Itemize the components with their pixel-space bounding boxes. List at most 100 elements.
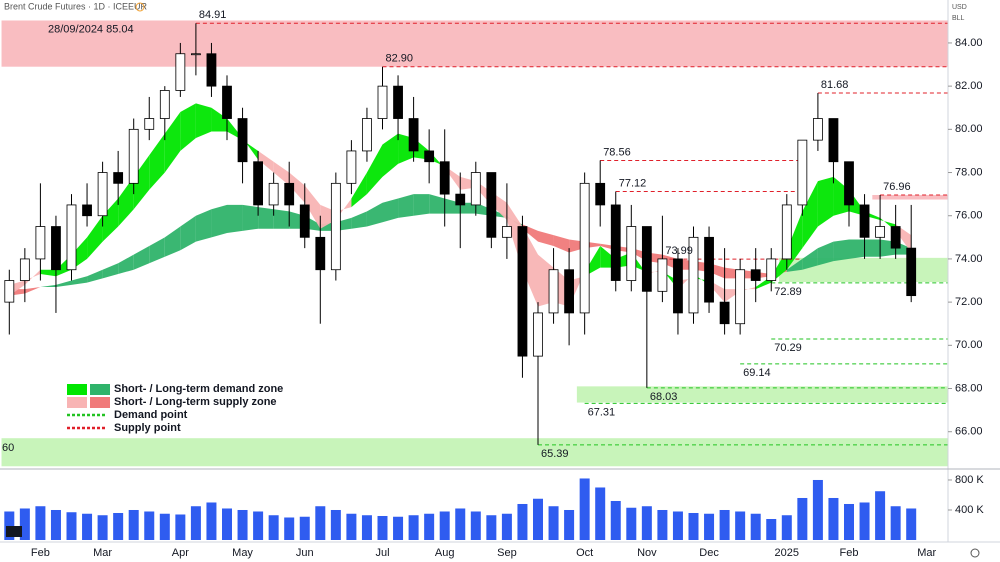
volume-bar: [439, 511, 450, 540]
legend-label: Supply point: [114, 422, 181, 434]
y-tick-label: 66.00: [955, 426, 983, 438]
y-tick-label: 70.00: [955, 339, 983, 351]
volume-bar: [735, 511, 746, 540]
y-tick-label: 72.00: [955, 296, 983, 308]
volume-bar: [470, 511, 481, 540]
volume-bar: [672, 511, 683, 540]
short-term-band-segment: [211, 107, 227, 132]
long-term-band-segment: [180, 215, 196, 251]
candle-body: [237, 118, 248, 163]
legend-swatch: [67, 397, 87, 408]
volume-bar: [128, 509, 139, 540]
short-term-band-segment: [693, 274, 710, 285]
long-term-band-segment: [817, 241, 834, 266]
legend-swatch: [90, 384, 110, 395]
candle-body: [719, 301, 730, 325]
short-term-band-segment: [118, 176, 134, 227]
candle-body: [797, 139, 808, 206]
volume-bar: [66, 512, 77, 540]
long-term-band-segment: [40, 284, 56, 288]
candle-body: [486, 172, 497, 238]
short-term-band-segment: [366, 144, 383, 195]
y-tick-label: 80.00: [955, 123, 983, 135]
long-term-band-segment: [133, 245, 150, 270]
candle-body: [284, 182, 295, 206]
volume-bar: [875, 491, 886, 540]
long-term-band-segment: [71, 276, 88, 285]
volume-bar: [35, 506, 46, 540]
supply-zone: [872, 194, 948, 200]
candle-body: [579, 182, 590, 314]
volume-bar: [595, 487, 606, 540]
x-tick-label: Aug: [435, 547, 455, 559]
candle-body: [144, 118, 155, 130]
volume-bar: [859, 502, 870, 540]
volume-bar: [517, 503, 528, 540]
x-tick-label: Dec: [699, 547, 719, 559]
candle-body: [159, 90, 170, 119]
candle-body: [688, 236, 699, 314]
long-term-band-segment: [273, 209, 290, 229]
level-label: 78.56: [603, 146, 631, 158]
volume-bar: [206, 502, 217, 540]
level-label: 82.90: [386, 53, 414, 65]
settings-icon[interactable]: [970, 548, 980, 558]
short-term-band-segment: [149, 133, 165, 190]
x-tick-label: Nov: [637, 547, 657, 559]
level-label: 81.68: [821, 79, 849, 91]
level-label: 70.29: [774, 342, 802, 354]
legend-label: Short- / Long-term supply zone: [114, 396, 277, 408]
title-icon: [135, 2, 145, 12]
long-term-band-segment: [227, 204, 243, 234]
candle-body: [299, 204, 310, 238]
volume-tick-label: 400 K: [955, 504, 984, 516]
volume-bar: [284, 517, 295, 540]
volume-bar: [97, 515, 108, 540]
long-term-band-segment: [102, 263, 119, 279]
volume-bar: [533, 498, 543, 540]
candle-body: [424, 150, 435, 163]
short-term-band-segment: [180, 103, 196, 151]
volume-bar: [237, 509, 248, 540]
long-term-band-segment: [460, 202, 476, 214]
volume-bar: [315, 506, 326, 540]
x-tick-label: Sep: [497, 547, 517, 559]
zone-label: 60: [2, 442, 14, 454]
demand-zone: [576, 386, 948, 403]
x-tick-label: Jun: [296, 547, 314, 559]
legend-swatch: [90, 397, 110, 408]
volume-tick-label: 800 K: [955, 474, 984, 486]
candle-body: [190, 53, 201, 56]
candle-body: [890, 226, 901, 249]
level-label: 84.91: [199, 9, 227, 21]
x-tick-label: May: [232, 547, 253, 559]
overlay: 28/09/2024 85.04 60 84.91 82.90 81.68 78.56 77…: [2, 9, 911, 460]
candle-body: [813, 118, 823, 141]
short-term-band-segment: [102, 198, 119, 242]
volume-bar: [19, 508, 30, 540]
candle-body: [781, 204, 792, 260]
supply-zone: [1, 20, 948, 67]
volume-bar: [455, 508, 466, 540]
x-tick-label: Oct: [576, 547, 593, 559]
long-term-band-segment: [398, 194, 414, 218]
volume-bar: [828, 497, 839, 540]
long-term-band-segment: [429, 194, 445, 214]
volume-bar: [330, 509, 341, 540]
long-term-band-segment: [149, 237, 165, 264]
volume-bar: [159, 513, 170, 540]
short-term-band-segment: [740, 287, 756, 292]
demand-zone: [1, 438, 948, 467]
candle-body: [222, 85, 232, 119]
volume-bar: [890, 506, 901, 540]
volume-bar: [641, 506, 652, 540]
short-term-band-segment: [880, 217, 896, 231]
volume-bar: [144, 511, 155, 540]
candle-body: [330, 182, 341, 271]
long-term-band-segment: [211, 204, 227, 238]
x-tick-label: Feb: [31, 547, 50, 559]
volume-bar: [797, 497, 808, 540]
y-tick-label: 68.00: [955, 382, 983, 394]
candle-body: [470, 172, 481, 206]
candle-body: [626, 226, 637, 281]
